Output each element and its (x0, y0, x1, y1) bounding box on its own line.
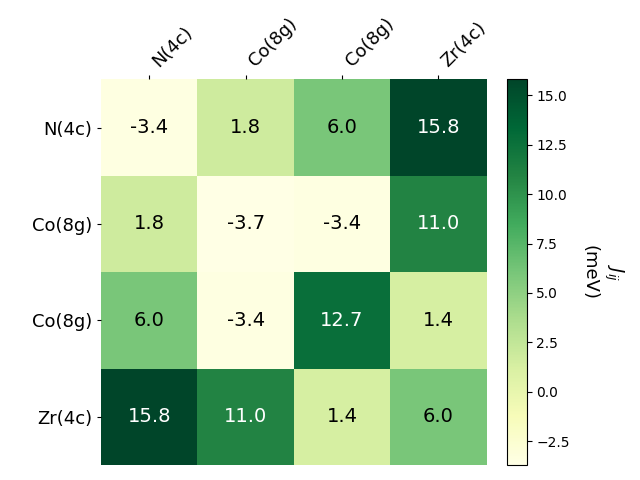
Text: 6.0: 6.0 (423, 408, 454, 426)
Text: 15.8: 15.8 (417, 118, 460, 137)
Bar (197, 79, 294, 176)
Text: -3.4: -3.4 (323, 215, 361, 233)
Text: 1.8: 1.8 (230, 118, 261, 137)
Bar (390, 369, 486, 465)
Bar (390, 79, 486, 176)
Bar (294, 79, 390, 176)
Bar (197, 176, 294, 272)
Bar (101, 272, 197, 369)
Text: 12.7: 12.7 (321, 311, 364, 330)
Bar (197, 272, 294, 369)
Bar (101, 79, 197, 176)
Text: -3.4: -3.4 (130, 118, 168, 137)
Text: -3.7: -3.7 (227, 215, 265, 233)
Text: 1.8: 1.8 (134, 215, 164, 233)
Bar (101, 176, 197, 272)
Text: 6.0: 6.0 (134, 311, 164, 330)
Text: 1.4: 1.4 (423, 311, 454, 330)
Bar (390, 272, 486, 369)
Bar (101, 369, 197, 465)
Bar (294, 272, 390, 369)
Bar (294, 369, 390, 465)
Text: 6.0: 6.0 (326, 118, 358, 137)
Text: 15.8: 15.8 (127, 408, 171, 426)
Bar (294, 176, 390, 272)
Bar (197, 369, 294, 465)
Text: 1.4: 1.4 (326, 408, 358, 426)
Text: -3.4: -3.4 (227, 311, 265, 330)
Y-axis label: $J_{ij}$
(meV): $J_{ij}$ (meV) (581, 245, 625, 300)
Text: 11.0: 11.0 (224, 408, 268, 426)
Text: 11.0: 11.0 (417, 215, 460, 233)
Bar (390, 176, 486, 272)
